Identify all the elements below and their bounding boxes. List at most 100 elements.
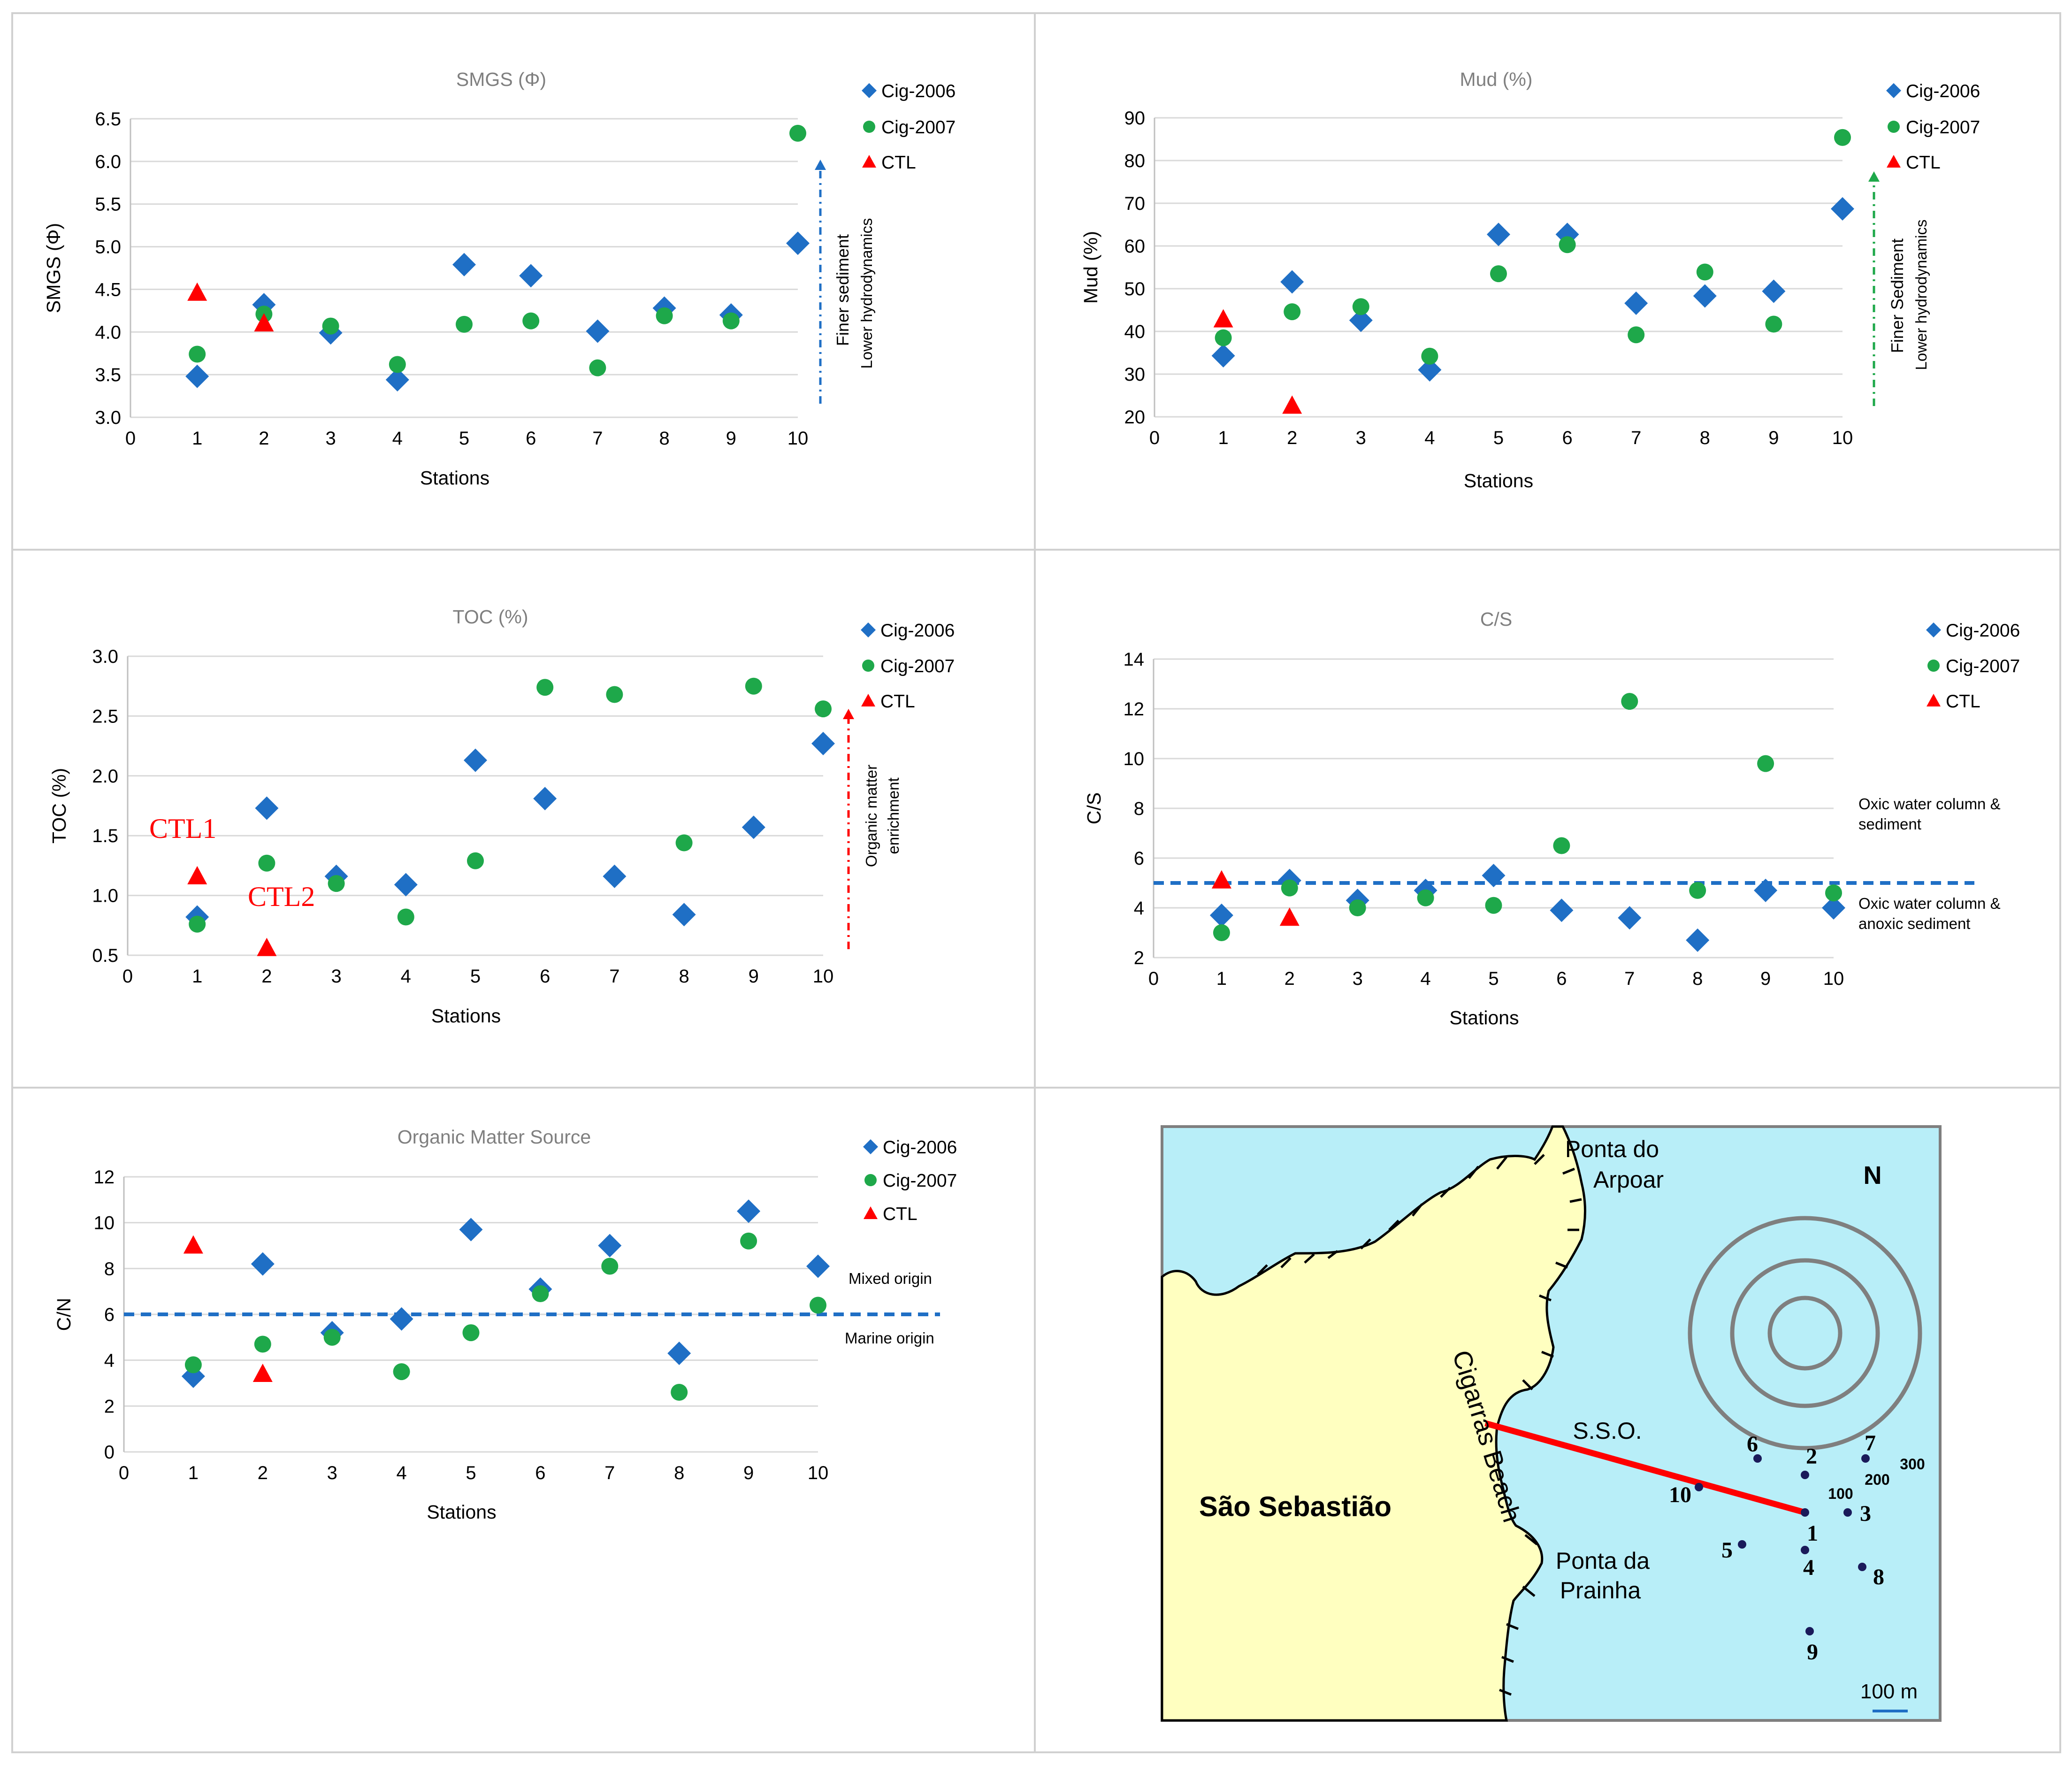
y-tick-label: 4 — [104, 1351, 115, 1371]
point-s2007-station-8 — [671, 1384, 688, 1401]
station-label-5: 5 — [1721, 1538, 1733, 1563]
point-s2006-station-1 — [1209, 903, 1233, 927]
point-s2007-station-8 — [675, 834, 693, 852]
point-s2006-station-10 — [786, 231, 810, 255]
point-s2006-station-9 — [1754, 878, 1778, 902]
y-tick-label: 6.5 — [95, 109, 121, 130]
x-tick-label: 3 — [325, 428, 336, 449]
station-dot-3 — [1843, 1508, 1852, 1517]
map-rocky-shore — [1257, 1154, 1582, 1696]
legend-marker-s2007 — [1927, 660, 1940, 672]
y-axis-label: C/S — [1083, 792, 1105, 824]
x-tick-label: 1 — [192, 428, 202, 449]
location-map: 1 2 3 4 5 6 7 8 9 10 Ponta do Arpoar N São Sebast… — [1161, 1125, 1942, 1722]
x-tick-label: 2 — [258, 1463, 268, 1483]
point-s2006-station-10 — [1822, 896, 1845, 920]
point-s2006-station-7 — [1618, 906, 1642, 930]
y-tick-label: 10 — [1124, 749, 1145, 769]
ponta-prainha-line1: Ponta da — [1556, 1548, 1650, 1574]
point-s2006-station-5 — [459, 1218, 483, 1242]
legend-marker-s2007 — [864, 1174, 877, 1186]
y-tick-label: 3.5 — [95, 365, 121, 385]
annotation-anoxic-sediment-line1: Oxic water column & — [1858, 895, 2001, 912]
legend-marker-ctl — [862, 155, 876, 168]
point-s2006-station-6 — [533, 787, 557, 811]
y-tick-label: 6.0 — [95, 152, 121, 172]
x-tick-label: 5 — [470, 966, 481, 987]
point-s2006-station-8 — [667, 1342, 691, 1366]
point-s2006-station-8 — [672, 903, 696, 927]
point-s2007-station-3 — [328, 875, 345, 892]
scale-bar-label: 100 m — [1860, 1680, 1918, 1703]
ring-label-100: 100 — [1828, 1485, 1853, 1502]
north-arrow-label: N — [1864, 1161, 1882, 1189]
annotation-organic-matter: Organic matter — [863, 765, 880, 867]
x-tick-label: 5 — [466, 1463, 476, 1483]
y-tick-label: 1.5 — [92, 826, 118, 846]
panel-frame-map — [1034, 1087, 2061, 1753]
y-tick-label: 90 — [1124, 108, 1146, 129]
annotation-lower-hydrodynamics: Lower hydrodynamics — [1912, 220, 1930, 370]
point-s2006-station-5 — [1482, 864, 1506, 888]
x-tick-label: 0 — [1149, 428, 1160, 448]
point-ctl-station-2 — [254, 313, 274, 332]
station-label-7: 7 — [1865, 1431, 1876, 1456]
x-tick-label: 8 — [674, 1463, 684, 1483]
point-s2006-station-4 — [390, 1307, 413, 1331]
y-tick-label: 80 — [1124, 151, 1146, 171]
point-s2006-station-1 — [185, 364, 209, 388]
station-dot-5 — [1738, 1540, 1746, 1549]
x-tick-label: 5 — [459, 428, 469, 449]
point-s2006-station-8 — [1693, 284, 1717, 308]
point-s2007-station-10 — [815, 700, 832, 718]
point-s2006-station-8 — [1686, 928, 1710, 952]
x-tick-label: 2 — [1287, 428, 1297, 448]
y-axis-label: C/N — [53, 1298, 75, 1331]
annotation-finer-sediment: Finer Sediment — [1888, 238, 1907, 353]
point-s2006-station-10 — [1831, 197, 1854, 221]
annotation-marine-origin: Marine origin — [845, 1329, 934, 1347]
point-s2007-station-1 — [184, 1356, 202, 1374]
point-s2006-station-4 — [394, 873, 418, 897]
legend-marker-s2006 — [863, 1139, 878, 1154]
station-dot-2 — [1801, 1471, 1809, 1479]
point-s2007-station-3 — [322, 317, 339, 335]
x-tick-label: 7 — [604, 1463, 615, 1483]
y-tick-label: 4.0 — [95, 322, 121, 343]
x-axis-label: Stations — [1449, 1007, 1519, 1028]
point-s2007-station-3 — [1352, 298, 1369, 315]
trend-arrow-head — [1868, 171, 1880, 182]
station-markers: 1 2 3 4 5 6 7 8 9 10 — [1669, 1431, 1884, 1665]
x-tick-label: 10 — [813, 966, 834, 987]
y-tick-label: 10 — [94, 1213, 115, 1234]
point-s2007-station-2 — [1284, 303, 1301, 321]
sao-sebastiao-label: São Sebastião — [1199, 1491, 1392, 1522]
station-label-6: 6 — [1747, 1432, 1758, 1457]
point-s2007-station-9 — [1765, 315, 1782, 333]
x-tick-label: 4 — [396, 1463, 406, 1483]
point-s2006-station-2 — [255, 796, 279, 820]
point-s2007-station-6 — [1553, 837, 1570, 854]
chart-title: Organic Matter Source — [398, 1126, 591, 1148]
x-tick-label: 8 — [659, 428, 669, 449]
map-land — [1161, 1125, 1586, 1722]
chart-title: SMGS (Φ) — [456, 69, 546, 90]
point-s2007-station-6 — [1559, 236, 1576, 253]
chart-smgs: 3.0 3.5 4.0 4.5 5.0 5.5 6.0 6.5 0 1 2 3 4 5 6 7 8 9 10 SMGS… — [43, 69, 956, 489]
point-s2007-station-10 — [1834, 129, 1851, 146]
point-ctl-station-1 — [183, 1235, 203, 1254]
legend-label-s2007: Cig-2007 — [883, 1171, 957, 1191]
point-s2007-station-2 — [254, 1335, 271, 1353]
y-tick-label: 12 — [94, 1167, 115, 1188]
x-tick-label: 9 — [749, 966, 759, 987]
charts-layer: 3.03.54.04.55.05.56.06.50 1 2 3 4 5 6 7 8 9 10SMGS… — [43, 69, 2020, 1523]
ponta-arpoar-line1: Ponta do — [1565, 1136, 1659, 1162]
point-s2007-station-10 — [789, 124, 806, 142]
point-s2007-station-4 — [1421, 347, 1438, 365]
point-s2007-station-9 — [745, 677, 762, 695]
x-tick-label: 8 — [679, 966, 689, 987]
annotation-ctl1: CTL1 — [149, 813, 216, 844]
x-tick-label: 8 — [1700, 428, 1710, 448]
legend-marker-s2006 — [862, 83, 877, 98]
